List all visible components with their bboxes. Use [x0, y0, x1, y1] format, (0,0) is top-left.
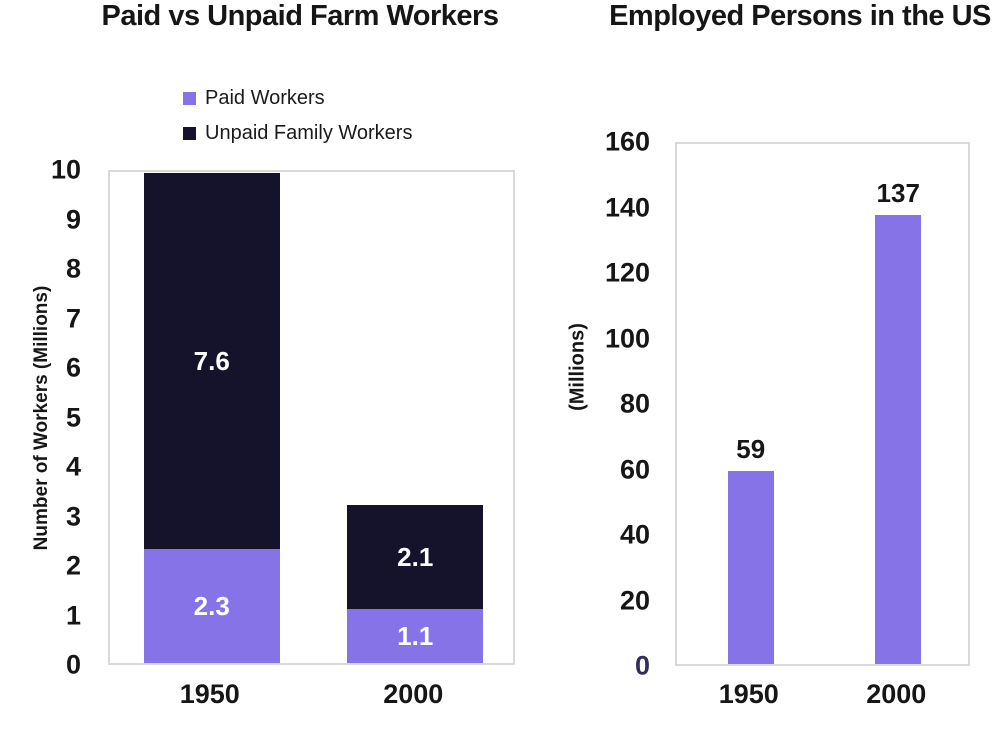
bar-2000 — [875, 215, 922, 664]
farm-workers-plot-area: 2.3 7.6 1.1 2.1 — [108, 170, 515, 665]
stacked-bar-1950: 2.3 7.6 — [143, 172, 280, 663]
y-tick: 40 — [619, 519, 650, 550]
bar-segment-unpaid: 7.6 — [143, 172, 280, 550]
y-tick: 7 — [65, 303, 81, 333]
stacked-bar-2000: 1.1 2.1 — [347, 504, 484, 663]
y-tick: 2 — [65, 550, 81, 581]
bar-1950 — [727, 470, 774, 664]
bar-segment-paid: 2.3 — [143, 549, 280, 663]
bar-value-label: 137 — [876, 178, 920, 209]
y-tick: 4 — [65, 451, 81, 482]
y-tick: 10 — [50, 154, 81, 185]
legend-label-unpaid-family-workers: Unpaid Family Workers — [205, 122, 413, 144]
y-tick: 60 — [619, 454, 650, 484]
legend-item-unpaid-family-workers: Unpaid Family Workers — [183, 122, 412, 144]
y-tick: 100 — [604, 323, 650, 353]
bar-segment-value-label: 2.1 — [397, 541, 434, 572]
y-tick: 20 — [619, 585, 650, 615]
y-tick: 6 — [65, 352, 81, 383]
y-tick: 0 — [634, 650, 650, 681]
legend: Paid Workers Unpaid Family Workers — [183, 87, 412, 144]
y-tick: 120 — [604, 257, 650, 288]
unpaid-family-workers-swatch-icon — [183, 126, 196, 140]
y-tick: 160 — [604, 126, 650, 157]
bar-segment-unpaid: 2.1 — [347, 504, 484, 609]
employed-persons-chart-title: Employed Persons in the US — [609, 0, 991, 32]
bar-segment-value-label: 7.6 — [193, 346, 230, 377]
x-category-label: 2000 — [866, 679, 927, 709]
bar-segment-value-label: 2.3 — [193, 591, 230, 622]
bar-segment-value-label: 1.1 — [397, 620, 434, 651]
bar-segment-paid: 1.1 — [347, 608, 484, 663]
y-tick: 5 — [65, 402, 81, 432]
y-tick: 3 — [65, 501, 81, 531]
y-tick: 0 — [65, 649, 81, 680]
paid-workers-swatch-icon — [183, 91, 196, 105]
farm-workers-chart-title: Paid vs Unpaid Farm Workers — [101, 0, 499, 32]
x-category-label: 1950 — [179, 679, 240, 709]
bar-value-label: 59 — [736, 433, 766, 464]
x-category-label: 1950 — [718, 679, 779, 709]
y-tick: 8 — [65, 253, 81, 284]
x-category-label: 2000 — [383, 679, 444, 709]
y-tick: 1 — [65, 600, 81, 630]
legend-label-paid-workers: Paid Workers — [205, 87, 325, 109]
y-tick: 80 — [619, 388, 650, 419]
y-tick: 9 — [65, 204, 81, 234]
y-tick: 140 — [604, 192, 650, 222]
legend-item-paid-workers: Paid Workers — [183, 87, 412, 109]
employed-persons-plot-area: 59 137 — [675, 142, 970, 666]
